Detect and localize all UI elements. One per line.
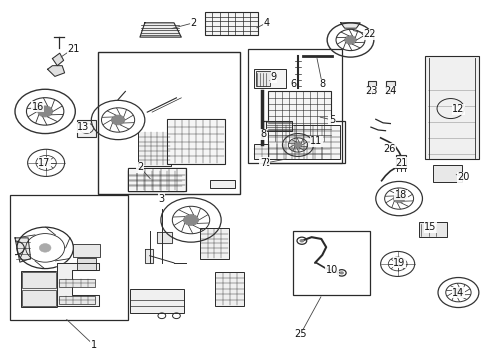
Bar (254, 144, 329, 159)
Polygon shape (47, 66, 64, 76)
Text: 26: 26 (383, 144, 395, 154)
Text: 2: 2 (190, 18, 196, 28)
Text: 1: 1 (90, 340, 97, 350)
Text: 14: 14 (451, 288, 464, 297)
Bar (22, 290, 56, 306)
Bar (166, 119, 224, 164)
Bar (128, 168, 185, 192)
Text: 18: 18 (394, 190, 407, 200)
Bar (215, 272, 244, 306)
Bar (130, 289, 183, 313)
Bar (267, 125, 339, 159)
Bar (73, 244, 100, 257)
Text: 11: 11 (310, 136, 322, 147)
Circle shape (392, 194, 404, 203)
Bar (127, 170, 183, 192)
Circle shape (339, 271, 343, 274)
Bar (292, 231, 369, 295)
Text: 10: 10 (325, 265, 338, 275)
Bar (129, 171, 182, 190)
Bar (395, 155, 406, 168)
Text: 9: 9 (270, 72, 276, 82)
Text: 13: 13 (77, 122, 89, 132)
Bar (138, 132, 169, 165)
Bar (425, 56, 478, 159)
Bar (216, 273, 243, 305)
Bar (248, 49, 341, 163)
Text: 16: 16 (32, 102, 44, 112)
Bar (22, 272, 56, 288)
Bar (98, 52, 239, 194)
Circle shape (452, 289, 463, 296)
Text: 6: 6 (289, 79, 296, 89)
Bar (129, 169, 184, 191)
Bar (59, 279, 95, 287)
Polygon shape (57, 263, 99, 306)
Circle shape (183, 215, 198, 226)
Bar (432, 165, 461, 182)
Bar (204, 12, 258, 35)
Bar (418, 222, 446, 237)
Polygon shape (52, 53, 63, 66)
Bar (367, 81, 375, 91)
Text: 7: 7 (259, 158, 265, 168)
Bar (10, 195, 127, 320)
Polygon shape (144, 249, 153, 263)
Text: 21: 21 (67, 44, 80, 54)
Text: 12: 12 (451, 104, 464, 114)
Text: 2: 2 (263, 158, 269, 168)
Text: 25: 25 (294, 329, 306, 339)
Polygon shape (140, 23, 181, 37)
Bar (21, 271, 57, 307)
Bar (263, 121, 344, 163)
Bar (167, 120, 224, 163)
Bar (254, 69, 285, 88)
Bar (59, 296, 95, 304)
Text: 4: 4 (263, 18, 269, 28)
Circle shape (299, 239, 304, 243)
Bar (210, 180, 234, 188)
Text: 22: 22 (363, 29, 375, 39)
Circle shape (293, 142, 301, 148)
Bar (201, 229, 227, 258)
Text: 19: 19 (392, 258, 405, 268)
Bar (267, 91, 330, 141)
Bar (256, 71, 269, 86)
Text: 2: 2 (137, 162, 143, 172)
Text: 5: 5 (328, 115, 334, 125)
Bar (200, 228, 228, 258)
Circle shape (344, 36, 356, 44)
Polygon shape (157, 232, 171, 243)
Polygon shape (15, 238, 30, 262)
Text: 24: 24 (384, 86, 396, 96)
Bar (385, 81, 394, 91)
Text: 20: 20 (456, 172, 468, 182)
Text: 8: 8 (319, 79, 325, 89)
Text: 8: 8 (260, 129, 265, 139)
Bar (137, 132, 170, 166)
Text: 21: 21 (394, 158, 407, 168)
Bar (77, 120, 96, 137)
Polygon shape (340, 23, 360, 28)
Text: 15: 15 (423, 222, 435, 232)
Text: 17: 17 (38, 158, 50, 168)
Circle shape (39, 244, 51, 252)
Bar (77, 257, 96, 270)
Text: 3: 3 (159, 194, 164, 203)
Polygon shape (266, 121, 291, 131)
Circle shape (38, 106, 53, 117)
Circle shape (111, 115, 124, 125)
Text: 23: 23 (365, 86, 377, 96)
